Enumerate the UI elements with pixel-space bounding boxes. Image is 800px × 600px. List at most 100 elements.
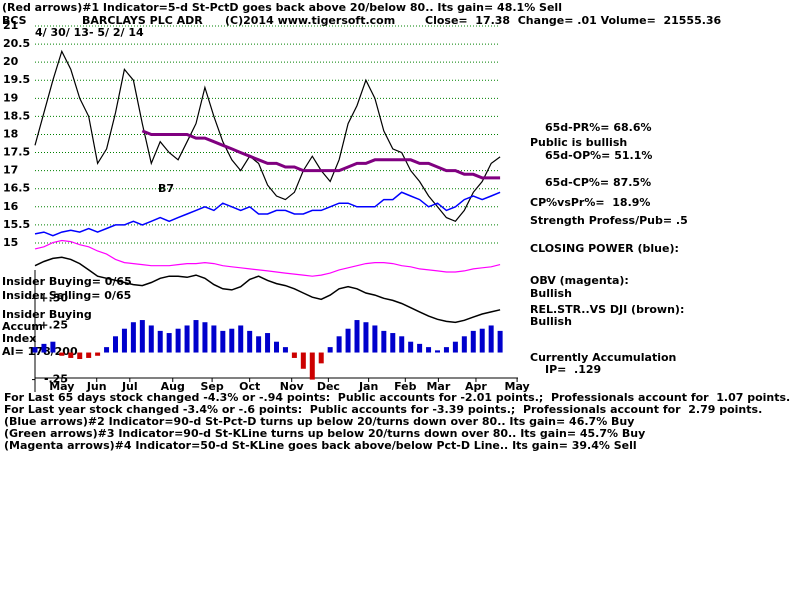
accumulation-bar [139, 320, 145, 353]
annotation: B7 [158, 182, 174, 195]
accumulation-bar [41, 343, 47, 353]
x-tick-label: Mar [426, 380, 450, 393]
x-tick-label: Sep [200, 380, 223, 393]
accumulation-bar [470, 330, 476, 353]
side-label: REL.STR..VS DJI (brown): [530, 303, 684, 316]
accumulation-bar [32, 347, 38, 353]
accumulation-bar [345, 328, 351, 353]
side-label: CLOSING POWER (blue): [530, 242, 679, 255]
accumulation-bar [443, 347, 449, 353]
accumulation-bar [488, 325, 494, 353]
side-label: 65d-PR%= 68.6% [545, 121, 652, 134]
panel-label: Insider Buying= 0/65 [2, 275, 132, 288]
company: BARCLAYS PLC ADR [82, 14, 203, 27]
y-tick-label: 18.5 [3, 109, 30, 122]
accumulation-bar [291, 352, 297, 358]
accumulation-bar [104, 347, 110, 353]
x-tick-label: May [505, 380, 530, 393]
x-tick-label: Oct [239, 380, 260, 393]
accumulation-bar [175, 328, 181, 353]
accumulation-bar [130, 322, 136, 353]
accumulation-bar [318, 352, 324, 364]
accumulation-bar [479, 328, 485, 353]
side-label: OBV (magenta): [530, 274, 629, 287]
accumulation-bar [50, 341, 56, 353]
y-tick-label: +.25 [39, 318, 68, 331]
accumulation-bar [417, 343, 423, 353]
accumulation-bar [121, 328, 127, 353]
accumulation-bar [354, 320, 360, 353]
accumulation-bar [68, 352, 74, 358]
accumulation-bar [265, 333, 271, 353]
y-tick-label: +.50 [39, 291, 68, 304]
accumulation-bar [282, 347, 288, 353]
accumulation-bar [184, 325, 190, 353]
header-line: (Red arrows)#1 Indicator=5-d St-PctD goe… [2, 1, 562, 14]
accumulation-bar [86, 352, 92, 358]
accumulation-bar [193, 320, 199, 353]
accumulation-bar [220, 330, 226, 353]
panel-label: Insider Buying [2, 308, 92, 321]
side-label: Strength Profess/Pub= .5 [530, 214, 688, 227]
side-label: CP%vsPr%= 18.9% [530, 196, 650, 209]
x-tick-label: May [49, 380, 74, 393]
series-line [34, 49, 501, 223]
y-tick-label: 16.5 [3, 182, 30, 195]
footer-line: For Last 65 days stock changed -4.3% or … [4, 391, 790, 404]
y-tick-label: 17.5 [3, 146, 30, 159]
series-line [34, 191, 501, 237]
side-label: Bullish [530, 315, 572, 328]
y-tick-label: 15.5 [3, 218, 30, 231]
accumulation-bar [95, 352, 101, 356]
accumulation-bar [274, 341, 279, 353]
quote: Close= 17.38 Change= .01 Volume= 21555.3… [425, 14, 722, 27]
accumulation-bar [247, 330, 253, 353]
side-label: Bullish [530, 287, 572, 300]
accumulation-bar [426, 347, 432, 353]
side-label: Currently Accumulation [530, 351, 676, 364]
side-label: Public is bullish [530, 136, 627, 149]
y-tick-label: 20.5 [3, 37, 30, 50]
accumulation-bar [452, 341, 458, 353]
accumulation-bar [461, 336, 467, 353]
x-tick-label: Jan [358, 380, 378, 393]
accumulation-bar [256, 336, 262, 353]
accumulation-bar [148, 325, 154, 353]
x-tick-label: Apr [465, 380, 487, 393]
symbol: BCS [2, 14, 27, 27]
accumulation-bar [435, 350, 440, 353]
accumulation-bar [113, 336, 118, 353]
accumulation-bar [408, 341, 414, 353]
panel-label: Accum [2, 320, 43, 333]
y-tick-label: 15 [3, 236, 18, 249]
accumulation-bar [327, 347, 333, 353]
side-label: 65d-CP%= 87.5% [545, 176, 651, 189]
accumulation-bar [229, 328, 235, 353]
x-tick-label: Jul [121, 380, 138, 393]
accumulation-bar [399, 336, 405, 353]
series-line [34, 256, 501, 324]
panel-label: AI= 178/200 [2, 345, 78, 358]
y-tick-label: 21 [3, 19, 18, 32]
side-label: 65d-OP%= 51.1% [545, 149, 652, 162]
accumulation-bar [202, 322, 208, 353]
x-tick-label: Aug [161, 380, 185, 393]
accumulation-bar [157, 330, 163, 353]
x-tick-label: Nov [280, 380, 305, 393]
accumulation-bar [59, 352, 65, 356]
series-line [141, 129, 501, 180]
accumulation-bar [238, 325, 244, 353]
footer-line: (Magenta arrows)#4 Indicator=50-d St-KLi… [4, 439, 637, 452]
accumulation-bar [363, 322, 369, 353]
footer-line: (Green arrows)#3 Indicator=90-d St-KLine… [4, 427, 645, 440]
y-tick-label: 19 [3, 91, 18, 104]
x-tick-label: Dec [317, 380, 340, 393]
footer-line: For Last year stock changed -3.4% or -.6… [4, 403, 762, 416]
x-tick-label: Feb [394, 380, 417, 393]
accumulation-bar [77, 352, 83, 360]
y-tick-label: 18 [3, 127, 18, 140]
y-tick-label: -.25 [44, 373, 68, 386]
series-line [34, 239, 501, 277]
